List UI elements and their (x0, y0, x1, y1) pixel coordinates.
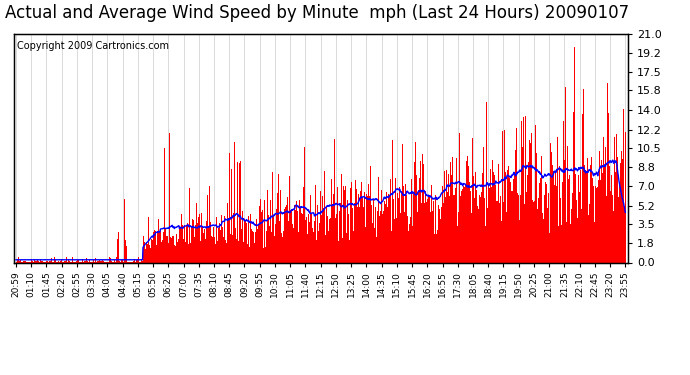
Text: Copyright 2009 Cartronics.com: Copyright 2009 Cartronics.com (17, 40, 169, 51)
Text: Actual and Average Wind Speed by Minute  mph (Last 24 Hours) 20090107: Actual and Average Wind Speed by Minute … (6, 4, 629, 22)
